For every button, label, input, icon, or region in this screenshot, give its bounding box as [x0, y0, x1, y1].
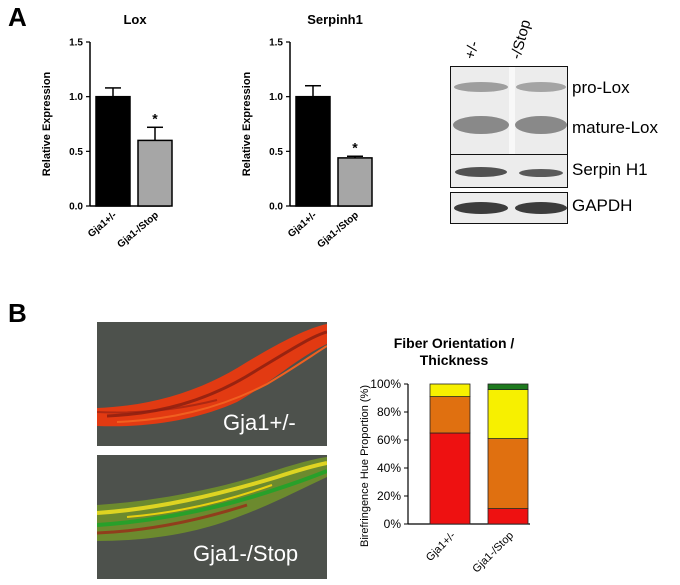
band-label-gapdh: GAPDH: [572, 196, 633, 215]
significance-marker: *: [352, 139, 358, 155]
chart-title: Serpinh1: [307, 12, 363, 27]
x-tick-label: Gja1+/-: [286, 210, 319, 240]
stacked-segment-2: [487, 389, 529, 439]
micrograph-het-label: Gja1+/-: [223, 410, 296, 435]
fiber-image-het: [97, 324, 327, 427]
y-tick-label: 1.5: [69, 38, 83, 49]
panel-a-label: A: [8, 2, 27, 32]
band-label-pro-lox: pro-Lox: [572, 78, 630, 97]
blot-gapdh-box: [450, 192, 568, 224]
western-blot: +/- -/Stop pro-Lox mature-Lox Serpin H1 …: [448, 18, 680, 228]
stacked-segment-2: [429, 383, 471, 397]
panel-b-label: B: [8, 298, 27, 328]
fiber-image-stop: [97, 457, 327, 541]
y-tick-label: 0.0: [69, 202, 83, 213]
bar-Gja1-/Stop: [337, 157, 373, 207]
stacked-segment-1: [487, 438, 529, 509]
bar-Gja1-/Stop: [137, 139, 173, 207]
gapdh-bands: [451, 193, 567, 223]
y-tick-label: 1.0: [69, 92, 83, 103]
x-tick-label: Gja1-/Stop: [116, 210, 161, 251]
stacked-segment-0: [429, 432, 471, 525]
x-tick-label: Gja1+/-: [424, 529, 458, 563]
x-tick-label: Gja1+/-: [86, 210, 119, 240]
micrograph-stop-label: Gja1-/Stop: [193, 541, 299, 566]
lox-bands: [451, 67, 567, 161]
stacked-segment-0: [487, 508, 529, 525]
bar-Gja1+/-: [295, 95, 331, 207]
y-tick-label: 80%: [377, 405, 401, 419]
y-tick-label: 60%: [377, 433, 401, 447]
stacked-segment-1: [429, 396, 471, 434]
y-tick-label: 1.0: [269, 92, 283, 103]
lox-bar-chart: Lox Relative Expression 0.0 0.5 1.0 1.5 Gja1+/…: [41, 12, 173, 251]
blot-column-stop: -/Stop: [507, 17, 535, 61]
blot-column-het: +/-: [461, 39, 483, 61]
blot-serpin-box: [450, 154, 568, 188]
y-axis-label: Relative Expression: [41, 71, 53, 176]
serpin-bands: [451, 155, 567, 187]
y-tick-label: 1.5: [269, 38, 283, 49]
y-tick-label: 0%: [384, 517, 402, 531]
bar-Gja1+/-: [95, 95, 131, 207]
serpinh1-bar-chart: Serpinh1 Relative Expression 0.0 0.5 1.0 1.5 G…: [241, 12, 373, 251]
y-axis-label: Relative Expression: [241, 71, 253, 176]
y-tick-label: 100%: [370, 377, 401, 391]
y-tick-label: 40%: [377, 461, 401, 475]
band-label-mature-lox: mature-Lox: [572, 118, 658, 137]
micrograph-het: Gja1+/-: [97, 322, 327, 446]
stacked-segment-3: [487, 383, 529, 390]
y-axis-label: Birefringence Hue Proportion (%): [359, 385, 371, 547]
y-tick-label: 0.5: [69, 147, 83, 158]
fiber-orientation-chart: Fiber Orientation / Thickness Birefringenc…: [359, 335, 530, 576]
chart-title: Fiber Orientation / Thickness: [394, 335, 515, 368]
y-tick-label: 20%: [377, 489, 401, 503]
significance-marker: *: [152, 110, 158, 126]
y-tick-label: 0.5: [269, 147, 283, 158]
blot-lox-box: [450, 66, 568, 162]
y-tick-label: 0.0: [269, 202, 283, 213]
x-tick-label: Gja1-/Stop: [470, 530, 516, 576]
band-label-serpin-h1: Serpin H1: [572, 160, 648, 179]
x-tick-label: Gja1-/Stop: [316, 210, 361, 251]
chart-title: Lox: [123, 12, 147, 27]
micrograph-stop: Gja1-/Stop: [97, 455, 327, 579]
